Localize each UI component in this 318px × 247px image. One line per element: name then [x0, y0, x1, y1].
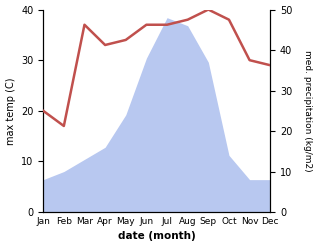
X-axis label: date (month): date (month): [118, 231, 196, 242]
Y-axis label: max temp (C): max temp (C): [5, 77, 16, 144]
Y-axis label: med. precipitation (kg/m2): med. precipitation (kg/m2): [303, 50, 313, 172]
